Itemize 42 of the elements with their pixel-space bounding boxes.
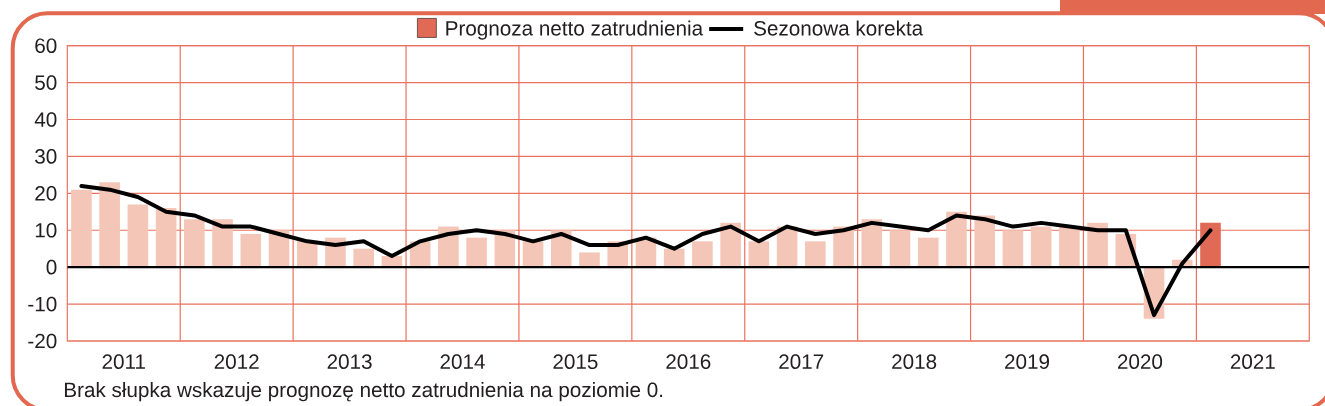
bar (466, 237, 487, 268)
bar (99, 182, 120, 268)
bar (579, 252, 600, 268)
x-tick-label: 2020 (1117, 354, 1163, 369)
bar (1030, 226, 1052, 268)
bar (522, 241, 544, 268)
x-tick-label: 2019 (1005, 354, 1050, 369)
legend-label: Sezonowa korekta (754, 20, 924, 36)
y-tick-label: -10 (28, 296, 57, 312)
text: Brak słupka wskazuje prognozę netto zatrudnienia na poziomie 0. (64, 382, 663, 402)
bar (1059, 226, 1080, 268)
bar (917, 237, 939, 268)
x-tick-label: 2012 (214, 354, 259, 369)
y-tick-label: 60 (35, 38, 57, 54)
bar (748, 241, 770, 268)
x-tick-label: 2016 (666, 354, 711, 369)
bar (692, 241, 713, 268)
bar (889, 230, 911, 268)
x-tick-label: 2014 (440, 354, 485, 369)
bar (805, 241, 826, 268)
bar (240, 233, 262, 268)
x-tick-label: 2015 (553, 354, 598, 369)
bar (127, 204, 149, 268)
y-tick-label: -20 (28, 333, 57, 349)
bar (946, 211, 967, 268)
bar (1002, 230, 1024, 268)
x-tick-label: 2017 (779, 354, 824, 369)
bar (1200, 222, 1221, 268)
x-tick-label: 2018 (892, 354, 937, 369)
y-tick-label: 50 (35, 75, 57, 90)
x-tick-label: 2011 (102, 354, 145, 369)
y-tick-label: 10 (35, 222, 57, 238)
bar (184, 219, 205, 268)
x-tick-label: 2021 (1230, 354, 1275, 369)
y-tick-label: 0 (46, 259, 57, 275)
y-tick-label: 40 (34, 112, 57, 127)
bar (353, 248, 374, 268)
y-tick-label: 30 (35, 149, 57, 164)
legend-label: Prognoza netto zatrudnienia (446, 20, 704, 40)
bar (71, 189, 92, 268)
x-tick-label: 2013 (327, 354, 372, 369)
y-tick-label: 20 (35, 186, 57, 201)
